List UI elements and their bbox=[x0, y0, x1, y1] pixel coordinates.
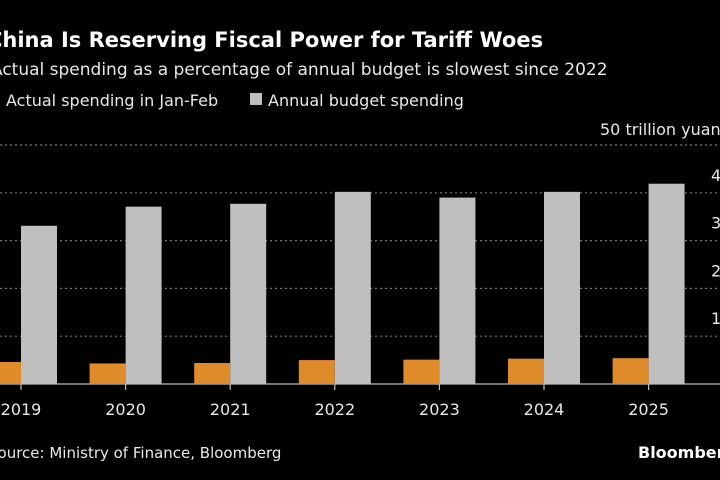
legend-label-budget: Annual budget spending bbox=[268, 91, 464, 110]
chart-subtitle: Actual spending as a percentage of annua… bbox=[0, 60, 608, 80]
bar-budget-2023 bbox=[439, 197, 476, 384]
bar-actual-2024 bbox=[508, 358, 544, 384]
y-tick-label: 10 bbox=[711, 309, 720, 328]
bar-actual-2021 bbox=[194, 362, 231, 384]
source-note: Source: Ministry of Finance, Bloomberg bbox=[0, 444, 281, 462]
bar-budget-2021 bbox=[230, 203, 267, 384]
y-axis-unit-label: 50 trillion yuan bbox=[600, 120, 720, 139]
chart-title: China Is Reserving Fiscal Power for Tari… bbox=[0, 28, 543, 52]
bar-budget-2022 bbox=[334, 191, 371, 384]
bar-actual-2019 bbox=[0, 362, 21, 384]
legend-swatch-budget bbox=[250, 93, 262, 105]
bar-budget-2019 bbox=[21, 225, 57, 384]
bar-budget-2020 bbox=[125, 206, 162, 384]
x-tick-label: 2024 bbox=[524, 400, 565, 419]
x-tick-label: 2025 bbox=[628, 400, 669, 419]
bar-actual-2020 bbox=[89, 363, 126, 384]
y-tick-label: 40 bbox=[711, 166, 720, 185]
y-tick-label: 20 bbox=[711, 261, 720, 280]
y-tick-label: 30 bbox=[711, 214, 720, 233]
bar-actual-2025 bbox=[612, 358, 649, 384]
bar-budget-2025 bbox=[648, 183, 685, 384]
bloomberg-logo: Bloomberg bbox=[638, 443, 720, 462]
x-tick-label: 2021 bbox=[210, 400, 251, 419]
x-tick-label: 2020 bbox=[105, 400, 146, 419]
bar-actual-2022 bbox=[298, 360, 335, 384]
bar-budget-2024 bbox=[544, 191, 580, 384]
legend-label-actual: Actual spending in Jan-Feb bbox=[6, 91, 218, 110]
bar-actual-2023 bbox=[403, 359, 440, 384]
x-tick-label: 2022 bbox=[314, 400, 355, 419]
x-tick-label: 2023 bbox=[419, 400, 460, 419]
x-tick-label: 2019 bbox=[1, 400, 42, 419]
